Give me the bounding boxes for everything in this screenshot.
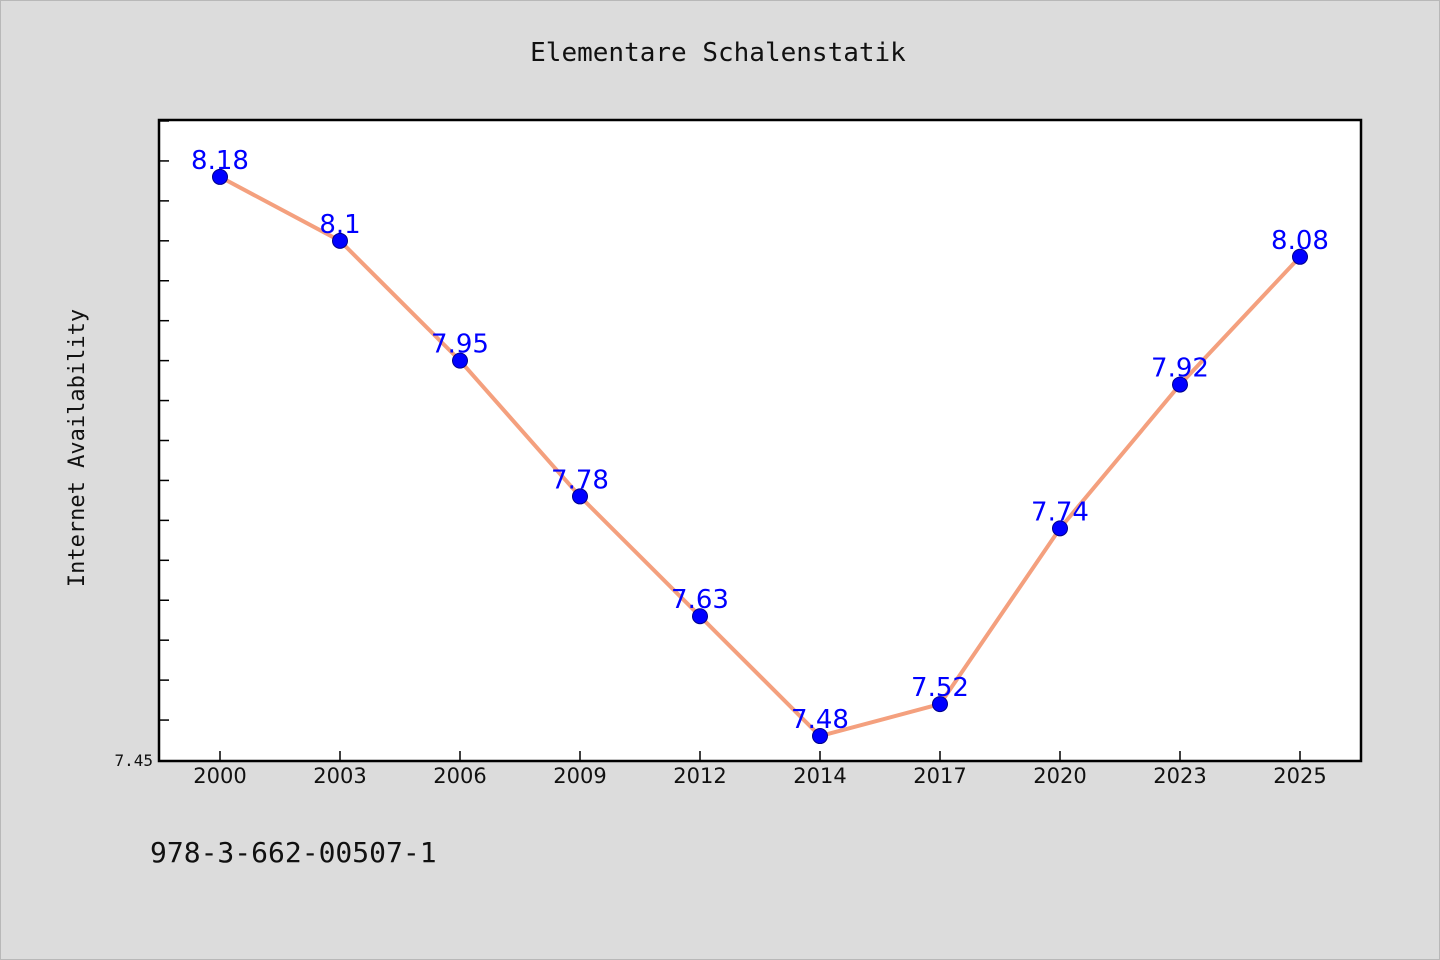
data-label: 7.95 <box>431 330 489 360</box>
x-tick-label: 2009 <box>553 764 606 788</box>
x-tick-label: 2025 <box>1273 764 1326 788</box>
y-axis-label: Internet Availability <box>65 309 90 587</box>
data-label: 7.52 <box>911 673 969 703</box>
data-point <box>1172 376 1188 393</box>
footer-note: 978-3-662-00507-1 <box>150 836 437 869</box>
x-tick-label: 2020 <box>1033 764 1086 788</box>
data-point <box>332 232 348 249</box>
data-label: 7.48 <box>791 705 849 735</box>
chart-title: Elementare Schalenstatik <box>530 38 906 68</box>
x-ticks: 2000 2003 2006 2009 2012 2014 2017 2020 2023 2025 <box>193 751 1327 788</box>
x-tick-label: 2023 <box>1153 764 1206 788</box>
data-label: 8.08 <box>1271 226 1329 256</box>
series-group <box>218 174 1302 739</box>
x-tick-label: 2014 <box>793 764 846 788</box>
data-label: 7.63 <box>671 585 729 615</box>
data-label: 8.1 <box>319 210 360 240</box>
plot-area <box>157 118 1363 763</box>
x-tick-label: 2000 <box>193 764 246 788</box>
data-label: 7.78 <box>551 465 609 495</box>
data-point <box>212 168 228 185</box>
data-point <box>1052 520 1068 537</box>
data-point <box>692 608 708 625</box>
y-ticks: 7.45 <box>114 120 169 770</box>
series-line <box>218 174 1302 739</box>
data-point <box>932 696 948 713</box>
data-label: 8.18 <box>191 146 249 176</box>
x-tick-label: 2012 <box>673 764 726 788</box>
x-tick-label: 2003 <box>313 764 366 788</box>
data-labels-group: 8.18 8.1 7.95 7.78 7.63 7.48 7.52 7.74 7.92 8.08 <box>191 146 1329 735</box>
data-label: 7.92 <box>1151 354 1209 384</box>
points-group <box>212 168 1308 745</box>
data-label: 7.74 <box>1031 497 1089 527</box>
x-tick-label: 2006 <box>433 764 486 788</box>
data-point <box>452 352 468 369</box>
y-tick-label: 7.45 <box>114 751 153 770</box>
x-tick-label: 2017 <box>913 764 966 788</box>
data-point <box>812 728 828 745</box>
data-point <box>572 488 588 505</box>
data-point <box>1292 248 1308 265</box>
